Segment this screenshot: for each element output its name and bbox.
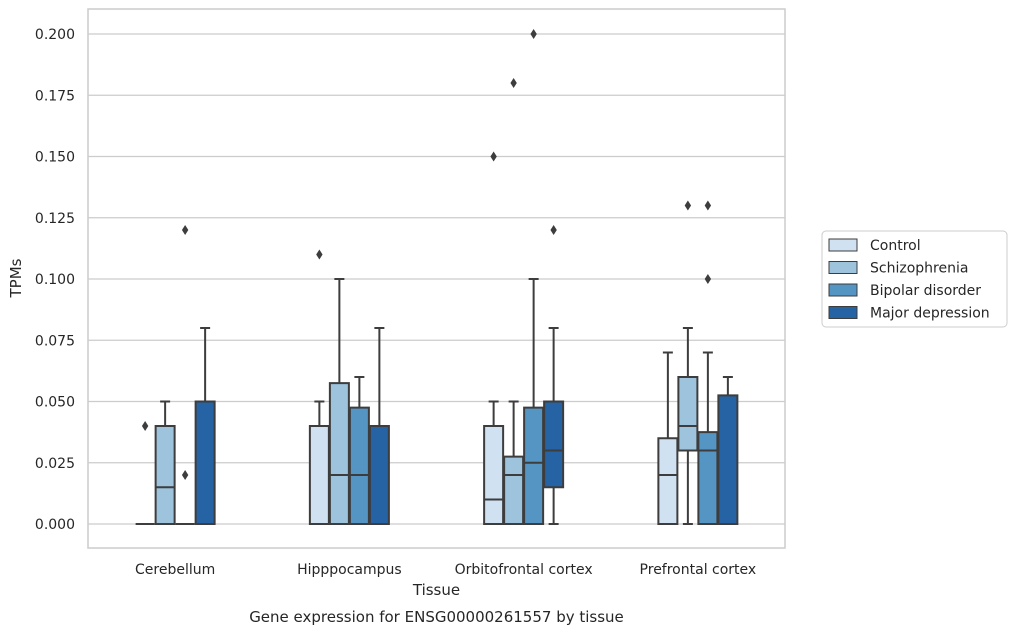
outlier-point	[684, 200, 692, 211]
box-iqr	[368, 425, 390, 525]
outlier-point	[704, 200, 712, 211]
box-iqr	[328, 382, 350, 525]
box-schizophrenia	[154, 400, 176, 525]
y-tick-label: 0.050	[35, 395, 75, 411]
outlier-point	[490, 151, 497, 162]
y-tick-labels: 0.000 0.025 0.050 0.075 0.100 0.125 0.150 0.175…	[35, 27, 75, 533]
box-schizophrenia	[328, 278, 350, 525]
y-tick-label: 0.175	[35, 88, 75, 104]
outlier-point	[550, 225, 557, 235]
box-control	[483, 151, 505, 525]
box-control	[657, 351, 679, 525]
legend-label: Bipolar disorder	[870, 283, 981, 299]
legend-label: Control	[870, 238, 921, 254]
x-tick-label: Prefrontal cortex	[640, 562, 757, 578]
box-iqr	[697, 431, 719, 525]
box-major-depression	[194, 327, 216, 525]
box-iqr	[677, 376, 699, 452]
box-bipolar-disorder	[697, 200, 719, 525]
y-axis-label: TPMs	[7, 258, 25, 298]
box-iqr	[483, 425, 505, 525]
outlier-point	[510, 78, 517, 88]
box-control	[135, 421, 155, 525]
box-iqr	[523, 406, 545, 525]
box-major-depression	[717, 376, 739, 525]
box-iqr	[154, 425, 176, 525]
box-iqr	[348, 406, 370, 525]
plot-area-frame	[87, 8, 786, 549]
legend-frame	[821, 230, 1008, 328]
box-iqr	[543, 400, 565, 489]
box-series	[135, 29, 739, 525]
box-schizophrenia	[677, 200, 699, 525]
outlier-point	[316, 249, 323, 260]
outlier-point	[704, 274, 712, 284]
box-iqr	[503, 455, 525, 525]
y-tick-label: 0.200	[35, 27, 75, 43]
box-iqr	[717, 394, 739, 525]
box-bipolar-disorder	[523, 29, 545, 525]
y-tick-label: 0.150	[35, 150, 75, 166]
outlier-point	[181, 470, 189, 480]
box-iqr	[657, 437, 679, 525]
outlier-point	[181, 225, 189, 235]
box-control	[308, 249, 330, 525]
box-schizophrenia	[503, 78, 525, 525]
box-iqr	[194, 400, 216, 525]
box-major-depression	[368, 327, 390, 525]
y-tick-label: 0.075	[35, 333, 75, 349]
legend-label: Major depression	[870, 306, 990, 322]
y-tick-label: 0.100	[35, 272, 75, 288]
legend-label: Schizophrenia	[870, 261, 968, 277]
box-major-depression	[543, 225, 565, 525]
box-bipolar-disorder	[348, 376, 370, 525]
x-tick-labels: Cerebellum Hipppocampus Orbitofrontal cort…	[135, 562, 756, 578]
x-tick-label: Hipppocampus	[297, 562, 402, 578]
outlier-point	[141, 421, 149, 431]
outlier-point	[530, 29, 537, 39]
x-axis-label: Tissue	[412, 581, 460, 599]
y-tick-label: 0.025	[35, 456, 75, 472]
x-tick-label: Cerebellum	[135, 562, 215, 578]
box-bipolar-disorder	[175, 225, 195, 525]
chart-title: Gene expression for ENSG00000261557 by t…	[249, 608, 624, 626]
y-tick-label: 0.125	[35, 211, 75, 227]
legend: Control Schizophrenia Bipolar disorder Majo…	[821, 230, 1008, 328]
legend-swatch	[828, 238, 858, 252]
box-iqr	[308, 425, 330, 525]
legend-swatch	[828, 306, 858, 319]
y-tick-label: 0.000	[35, 517, 75, 533]
legend-swatch	[828, 283, 858, 297]
legend-swatch	[828, 261, 858, 274]
x-tick-label: Orbitofrontal cortex	[455, 562, 593, 578]
